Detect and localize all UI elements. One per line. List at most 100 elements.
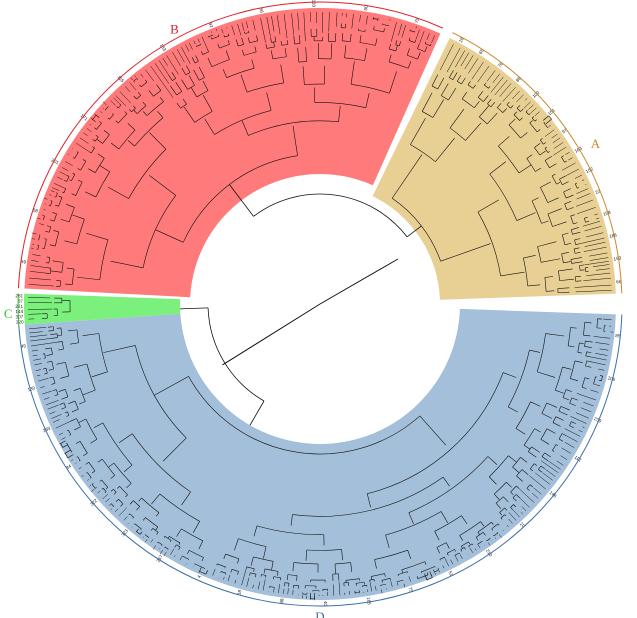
leaf-branch — [439, 44, 454, 71]
internal-branch — [129, 109, 132, 112]
leaf-branch — [338, 581, 341, 596]
internal-branch — [465, 122, 482, 141]
internal-branch — [245, 566, 248, 570]
internal-branch — [448, 87, 457, 101]
internal-branch — [249, 572, 251, 576]
leaf-branch — [592, 361, 606, 366]
leaf-branch — [179, 556, 182, 561]
leaf-branch — [291, 13, 294, 35]
leaf-branch — [145, 69, 155, 82]
internal-arc — [98, 333, 108, 372]
leaf-branch — [471, 61, 484, 80]
internal-branch — [416, 576, 419, 579]
leaf-label: 307 — [15, 314, 23, 319]
internal-branch — [534, 119, 537, 122]
internal-branch — [293, 35, 295, 45]
internal-branch — [91, 470, 96, 474]
internal-branch — [240, 74, 248, 93]
internal-branch — [541, 456, 549, 462]
leaf-branch — [438, 570, 440, 573]
internal-branch — [71, 408, 79, 413]
leaf-branch — [33, 358, 41, 361]
clade-sector-A — [372, 37, 616, 300]
internal-branch — [510, 491, 514, 496]
internal-branch — [132, 516, 134, 519]
internal-branch — [79, 460, 81, 462]
internal-branch — [531, 446, 540, 453]
clade-label-B: B — [170, 21, 179, 36]
internal-branch — [222, 69, 227, 78]
leaf-branch — [523, 101, 531, 109]
leaf-label: 18 — [236, 589, 242, 596]
leaf-branch — [130, 77, 133, 81]
internal-branch — [436, 547, 441, 554]
clade-label-D: D — [315, 609, 324, 618]
internal-branch — [73, 388, 81, 391]
internal-branch — [64, 411, 68, 414]
internal-arc — [569, 397, 573, 404]
internal-branch — [586, 351, 592, 353]
internal-branch — [181, 491, 191, 506]
leaf-branch — [181, 46, 191, 64]
internal-branch — [263, 568, 266, 574]
internal-arc — [202, 51, 209, 55]
internal-branch — [551, 173, 556, 177]
internal-branch — [556, 182, 561, 185]
internal-branch — [486, 112, 498, 125]
internal-branch — [577, 187, 579, 189]
internal-branch — [534, 428, 541, 433]
internal-arc — [63, 188, 67, 193]
internal-branch — [424, 573, 428, 580]
internal-arc — [102, 134, 110, 144]
root-arc — [253, 193, 408, 238]
leaf-branch — [252, 584, 254, 589]
leaf-branch — [564, 442, 575, 448]
internal-branch — [571, 397, 578, 401]
internal-branch — [565, 389, 573, 392]
leaf-branch — [59, 171, 66, 176]
internal-branch — [545, 333, 565, 337]
internal-branch — [544, 155, 552, 161]
leaf-branch — [90, 489, 95, 492]
internal-branch — [62, 191, 65, 193]
leaf-branch — [560, 455, 568, 460]
internal-branch — [68, 329, 78, 332]
leaf-branch — [576, 393, 596, 401]
internal-branch — [206, 48, 209, 53]
internal-branch — [574, 360, 583, 363]
internal-branch — [579, 264, 584, 266]
internal-branch — [564, 200, 572, 205]
leaf-branch — [103, 108, 105, 110]
internal-branch — [49, 244, 56, 247]
leaf-branch — [28, 284, 54, 287]
internal-branch — [562, 181, 569, 185]
leaf-branch — [595, 353, 608, 356]
leaf-branch — [252, 19, 256, 31]
leaf-branch — [212, 568, 216, 576]
leaf-branch — [584, 241, 606, 247]
internal-branch — [287, 40, 289, 45]
internal-branch — [516, 485, 520, 489]
internal-branch — [113, 492, 117, 495]
internal-branch — [44, 373, 48, 375]
leaf-branch — [31, 349, 39, 352]
internal-branch — [529, 468, 533, 472]
internal-branch — [82, 333, 99, 336]
internal-arc — [75, 182, 83, 196]
internal-branch — [538, 469, 543, 473]
internal-branch — [503, 496, 509, 503]
leaf-branch — [283, 588, 285, 594]
internal-branch — [520, 132, 528, 139]
internal-branch — [85, 461, 89, 465]
internal-branch — [483, 95, 489, 102]
internal-arc — [441, 95, 449, 101]
internal-branch — [73, 363, 88, 368]
internal-branch — [449, 70, 454, 78]
internal-branch — [56, 192, 58, 194]
leaf-branch — [154, 63, 170, 84]
internal-branch — [46, 267, 51, 269]
internal-branch — [395, 40, 398, 45]
leaf-branch — [328, 12, 330, 32]
internal-branch — [74, 426, 81, 431]
internal-branch — [157, 541, 159, 544]
